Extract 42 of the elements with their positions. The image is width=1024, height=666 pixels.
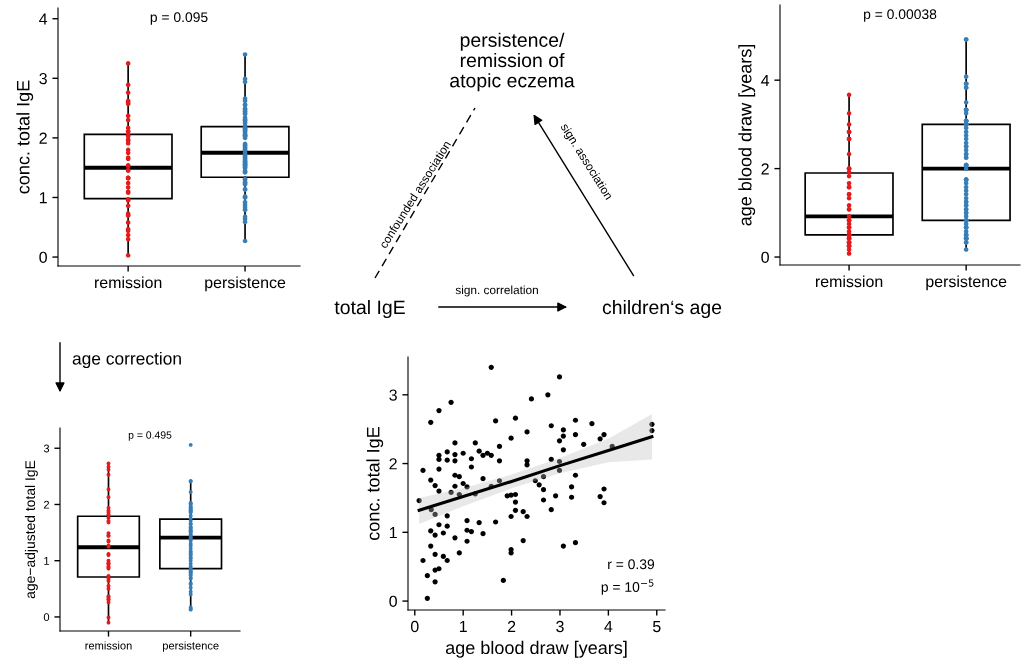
x-tick-label: remission — [815, 275, 883, 288]
y-tick-label: 3 — [39, 72, 47, 85]
y-axis-title: age−adjusted total IgE — [24, 460, 38, 599]
y-tick-label: 4 — [39, 13, 48, 25]
annotation: r = 0.39 p = 10$^{−5}$ — [601, 559, 655, 595]
y-tick-label: 2 — [39, 132, 47, 144]
y-axis-title: conc. total IgE — [16, 80, 34, 194]
y-tick-label: 3 — [389, 389, 397, 401]
x-axis-title: age blood draw [years] — [445, 640, 627, 658]
x-tick-label: persistence — [205, 276, 286, 292]
annotation: p = 0.00038 — [864, 9, 937, 22]
text: age correction — [72, 351, 181, 369]
text: sign. correlation — [455, 285, 538, 297]
y-tick-label: 1 — [389, 527, 397, 539]
x-tick-label: 0 — [410, 620, 419, 633]
text: total IgE — [334, 299, 405, 319]
y-tick-label: 0 — [43, 613, 50, 622]
y-axis-title: conc. total IgE — [366, 427, 384, 540]
y-tick-label: 0 — [39, 251, 47, 264]
x-tick-label: remission — [95, 276, 162, 289]
x-tick-label: 4 — [604, 621, 613, 632]
y-tick-label: 2 — [389, 458, 397, 470]
y-tick-label: 1 — [39, 192, 47, 204]
y-axis-title: age blood draw [years] — [738, 44, 756, 226]
x-tick-label: 2 — [507, 620, 516, 632]
y-tick-label: 2 — [43, 500, 50, 509]
annotation: p = 0.495 — [128, 431, 172, 441]
annotation: p = 0.095 — [150, 12, 208, 25]
y-tick-label: 1 — [44, 557, 50, 565]
y-tick-label: 0 — [761, 251, 769, 263]
y-tick-label: 3 — [43, 444, 50, 453]
text: persistence/ remission of atopic eczema — [450, 32, 575, 92]
x-tick-label: 5 — [652, 621, 661, 633]
y-tick-label: 4 — [761, 74, 770, 86]
x-tick-label: persistence — [926, 275, 1007, 291]
x-tick-label: 3 — [556, 620, 564, 633]
y-tick-label: 2 — [761, 163, 769, 175]
x-tick-label: remission — [85, 641, 132, 650]
x-tick-label: persistence — [162, 641, 219, 652]
x-tick-label: 1 — [459, 621, 467, 632]
text: children‘s age — [602, 299, 722, 319]
y-tick-label: 0 — [389, 595, 397, 608]
